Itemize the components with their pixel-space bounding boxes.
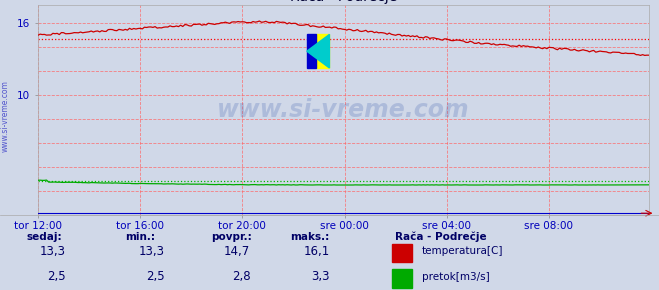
Text: Rača - Podrečje: Rača - Podrečje: [395, 231, 487, 242]
Text: 13,3: 13,3: [139, 244, 165, 258]
Text: www.si-vreme.com: www.si-vreme.com: [217, 98, 470, 122]
Text: 2,5: 2,5: [47, 270, 66, 283]
Text: 3,3: 3,3: [311, 270, 330, 283]
Text: 16,1: 16,1: [303, 244, 330, 258]
Text: www.si-vreme.com: www.si-vreme.com: [1, 80, 10, 152]
Text: 14,7: 14,7: [224, 244, 250, 258]
Text: 13,3: 13,3: [40, 244, 66, 258]
Text: 2,8: 2,8: [232, 270, 250, 283]
Text: 2,5: 2,5: [146, 270, 165, 283]
Polygon shape: [307, 35, 330, 68]
Bar: [392, 244, 412, 262]
Text: povpr.:: povpr.:: [211, 231, 252, 242]
Bar: [392, 269, 412, 288]
Bar: [316, 35, 330, 68]
Text: sedaj:: sedaj:: [26, 231, 62, 242]
Title: Rača - Podrečje: Rača - Podrečje: [290, 0, 397, 4]
Text: maks.:: maks.:: [290, 231, 330, 242]
Bar: [307, 35, 316, 68]
Text: temperatura[C]: temperatura[C]: [422, 246, 503, 256]
Text: pretok[m3/s]: pretok[m3/s]: [422, 271, 490, 282]
Text: min.:: min.:: [125, 231, 156, 242]
